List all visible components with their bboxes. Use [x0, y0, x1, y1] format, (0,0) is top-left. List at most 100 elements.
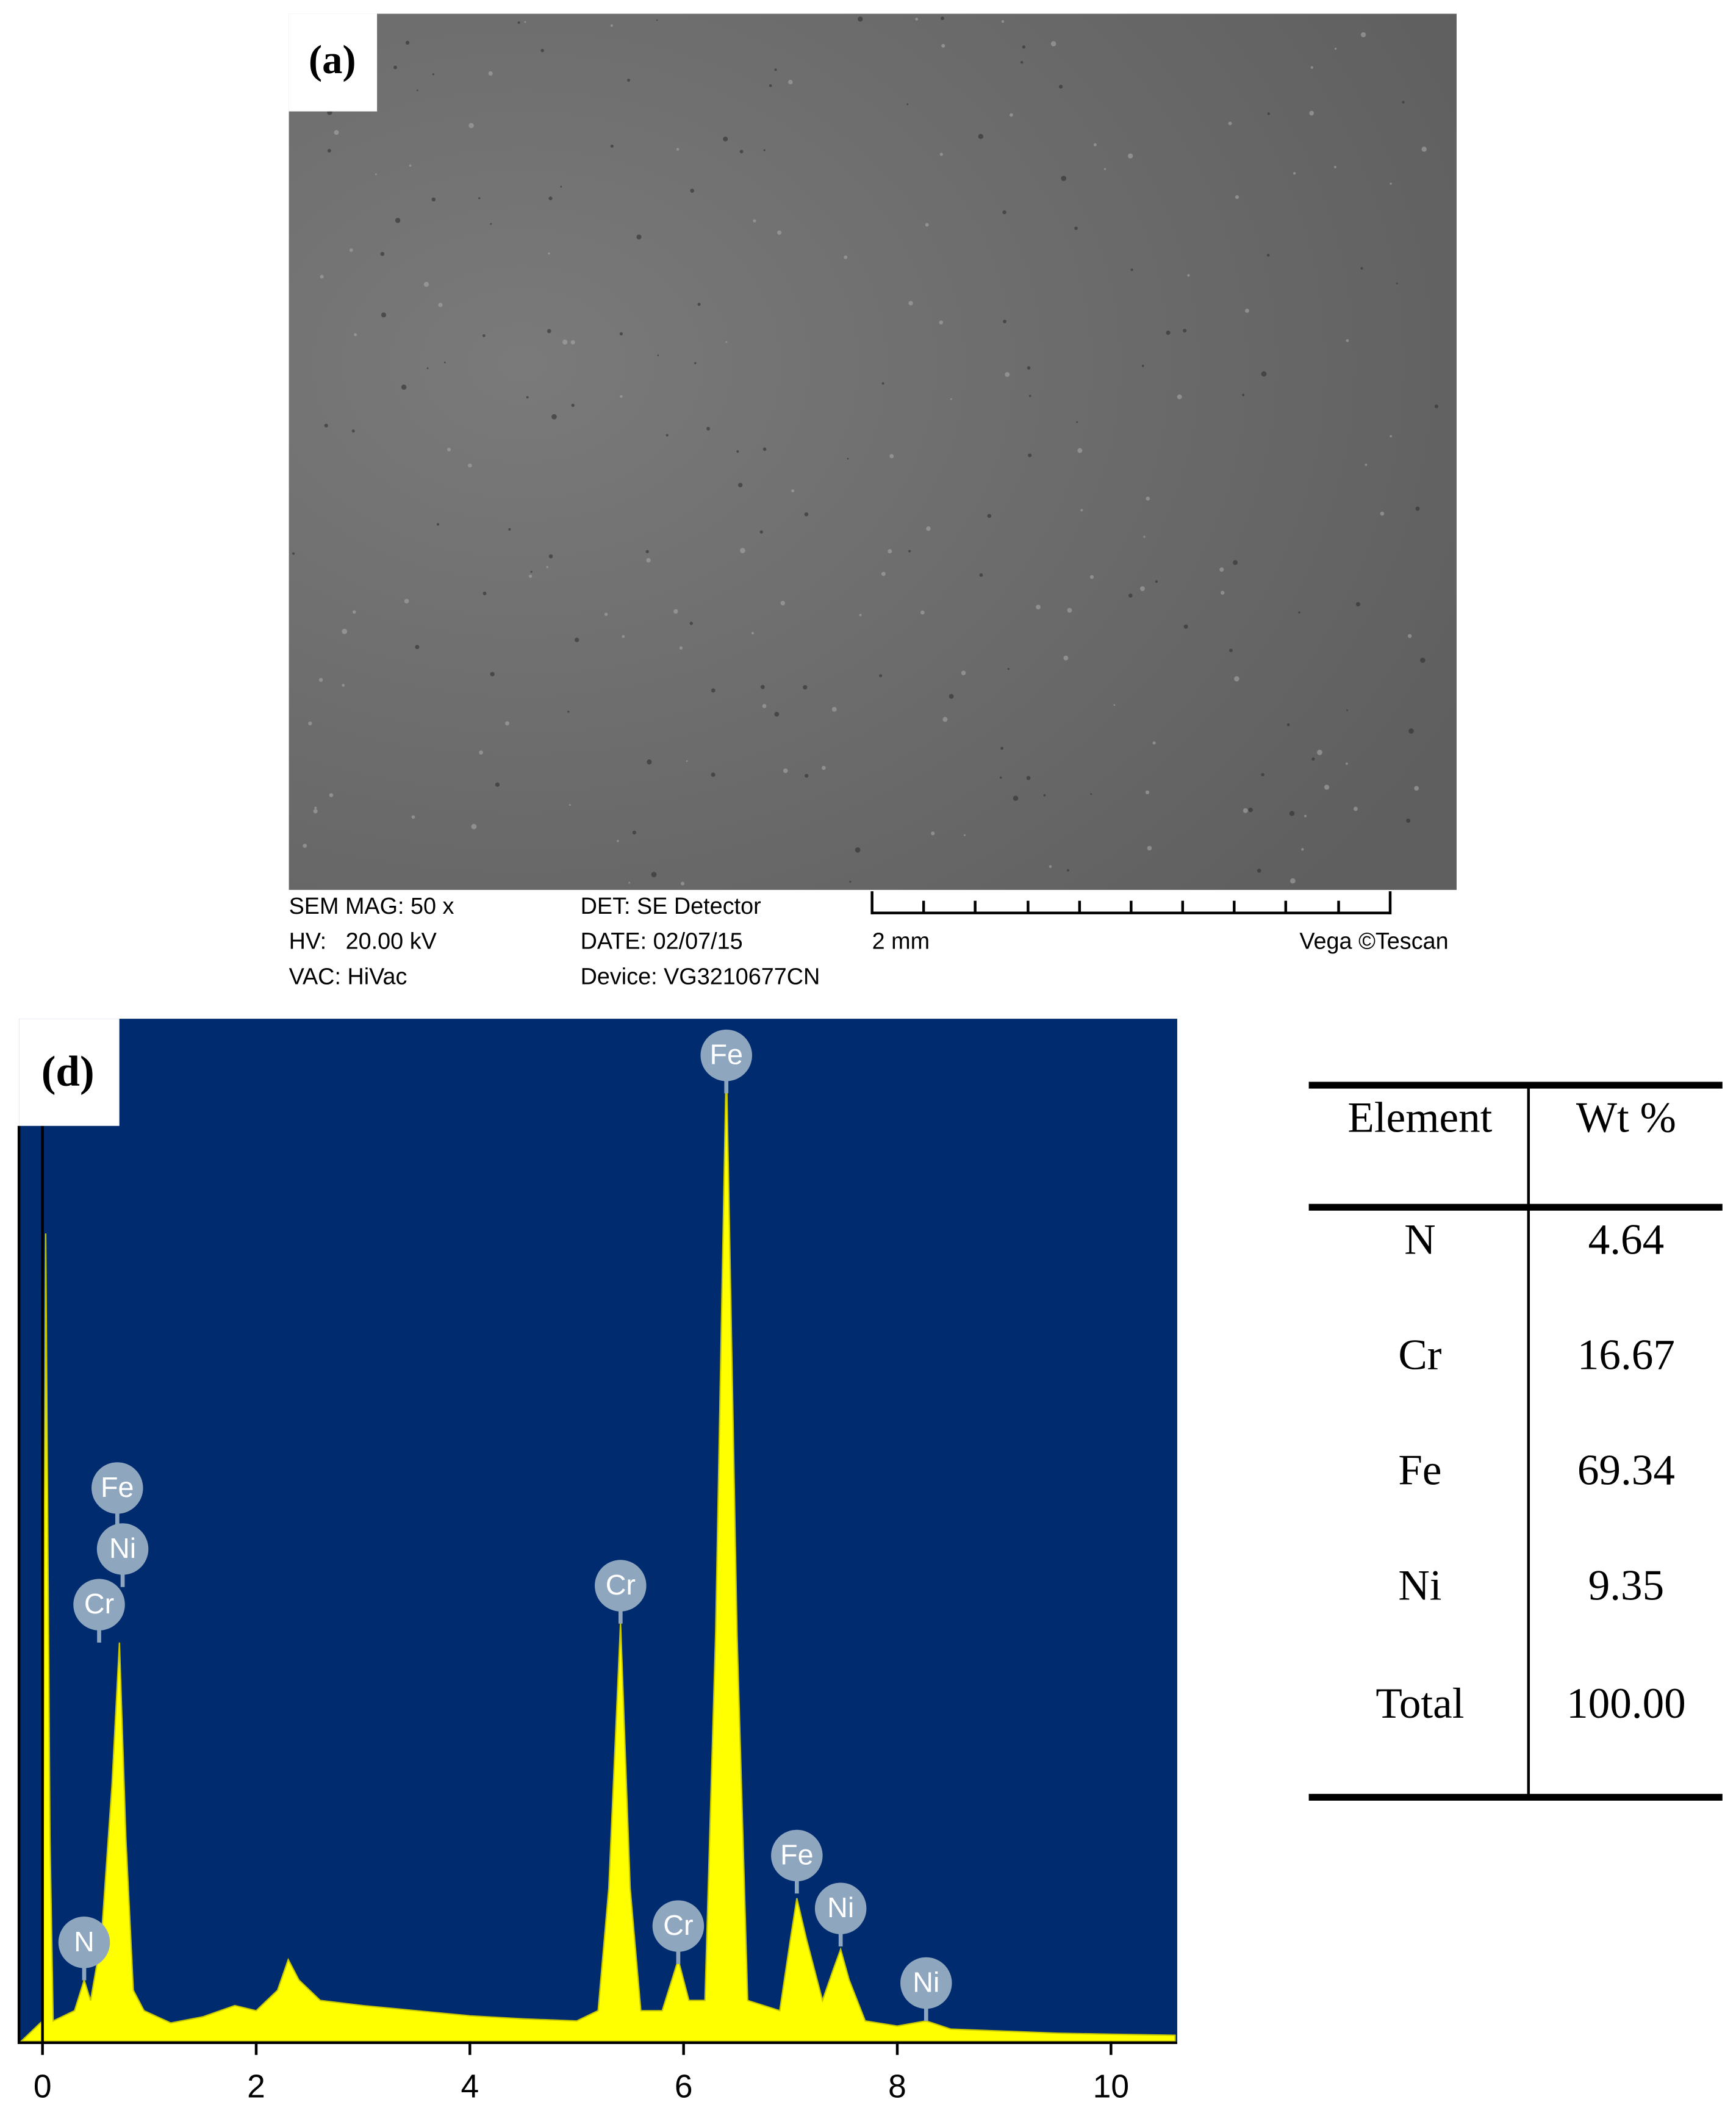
speck [636, 234, 642, 240]
speck [329, 793, 334, 797]
brand: Vega ©Tescan [1299, 929, 1448, 955]
speck [1010, 113, 1013, 117]
speck [308, 721, 312, 726]
speck [548, 252, 550, 255]
speck [859, 614, 862, 617]
speck [822, 766, 826, 770]
panel-label: (a) [309, 38, 356, 82]
speck [436, 523, 440, 526]
speck [676, 148, 680, 151]
speck [645, 550, 649, 553]
table-cell: 16.67 [1577, 1332, 1675, 1379]
speck [1242, 393, 1245, 396]
speck [540, 49, 544, 52]
speck [551, 414, 557, 420]
speck [1233, 560, 1238, 565]
table-cell: Ni [1398, 1562, 1441, 1610]
speck [1229, 648, 1233, 653]
speck [395, 218, 401, 223]
speck [313, 809, 318, 814]
speck [753, 219, 756, 223]
speck [528, 574, 533, 578]
speck [740, 548, 745, 553]
peak-marker [595, 1560, 647, 1612]
speck [1234, 676, 1239, 682]
speck [1013, 795, 1019, 801]
speck [711, 688, 716, 693]
speck [447, 448, 451, 452]
speck [844, 255, 848, 259]
speck [760, 684, 765, 689]
speck [1261, 371, 1267, 377]
speck [1026, 776, 1031, 780]
speck [438, 303, 443, 307]
peak-label: Ni [109, 1532, 136, 1564]
speck [1067, 608, 1072, 613]
speck [858, 16, 863, 22]
speck [1140, 586, 1145, 591]
speck [409, 164, 412, 167]
speck [490, 672, 495, 676]
speck [1128, 594, 1133, 598]
speck [849, 881, 852, 883]
speck [1221, 590, 1225, 595]
speck [354, 333, 357, 337]
speck [404, 598, 409, 604]
speck [881, 572, 886, 576]
speck [546, 565, 549, 569]
speck [1298, 611, 1300, 614]
speck [1020, 60, 1024, 64]
speck [320, 274, 324, 279]
x-tick-label: 8 [888, 2069, 906, 2105]
sem-info: DATE: 02/07/15 [581, 929, 743, 955]
speck [352, 610, 356, 614]
panel-label: (d) [41, 1048, 95, 1096]
speck [620, 395, 623, 398]
speck [351, 429, 355, 433]
peak-marker [814, 1882, 867, 1934]
speck [1261, 773, 1264, 777]
speck [1077, 448, 1083, 453]
speck [411, 815, 415, 819]
speck [690, 188, 695, 193]
table-cell: 4.64 [1588, 1216, 1665, 1264]
sem-info: SEM MAG: 50 x [289, 894, 454, 919]
speck [1324, 784, 1330, 790]
speck [791, 489, 795, 493]
peak-marker [73, 1579, 125, 1630]
speck [788, 79, 793, 85]
speck [303, 844, 307, 848]
speck [686, 760, 688, 762]
table-cell: Fe [1398, 1447, 1441, 1494]
peak-label: Fe [709, 1039, 742, 1071]
speck [604, 612, 608, 616]
scale-bar [870, 891, 1392, 914]
speck [1166, 330, 1171, 335]
speck [1360, 32, 1366, 38]
speck [805, 773, 809, 778]
speck [560, 185, 562, 188]
speck [508, 528, 511, 531]
speck [1311, 757, 1315, 761]
speck [1267, 112, 1271, 115]
peak-label: Ni [827, 1892, 854, 1923]
peak-label: Cr [84, 1588, 114, 1619]
speck [431, 197, 436, 202]
scale-label: 2 mm [872, 929, 930, 955]
speck [673, 609, 678, 614]
speck [482, 591, 487, 595]
speck [416, 89, 418, 91]
speck [1266, 254, 1270, 257]
speck [622, 635, 625, 638]
speck [831, 706, 837, 712]
speck [1408, 728, 1414, 734]
speck [908, 301, 913, 306]
table-cell: 9.35 [1588, 1562, 1665, 1610]
speck [495, 782, 500, 787]
speck [963, 834, 966, 836]
speck [1002, 210, 1006, 215]
speck [432, 73, 434, 76]
speck [1007, 668, 1010, 670]
